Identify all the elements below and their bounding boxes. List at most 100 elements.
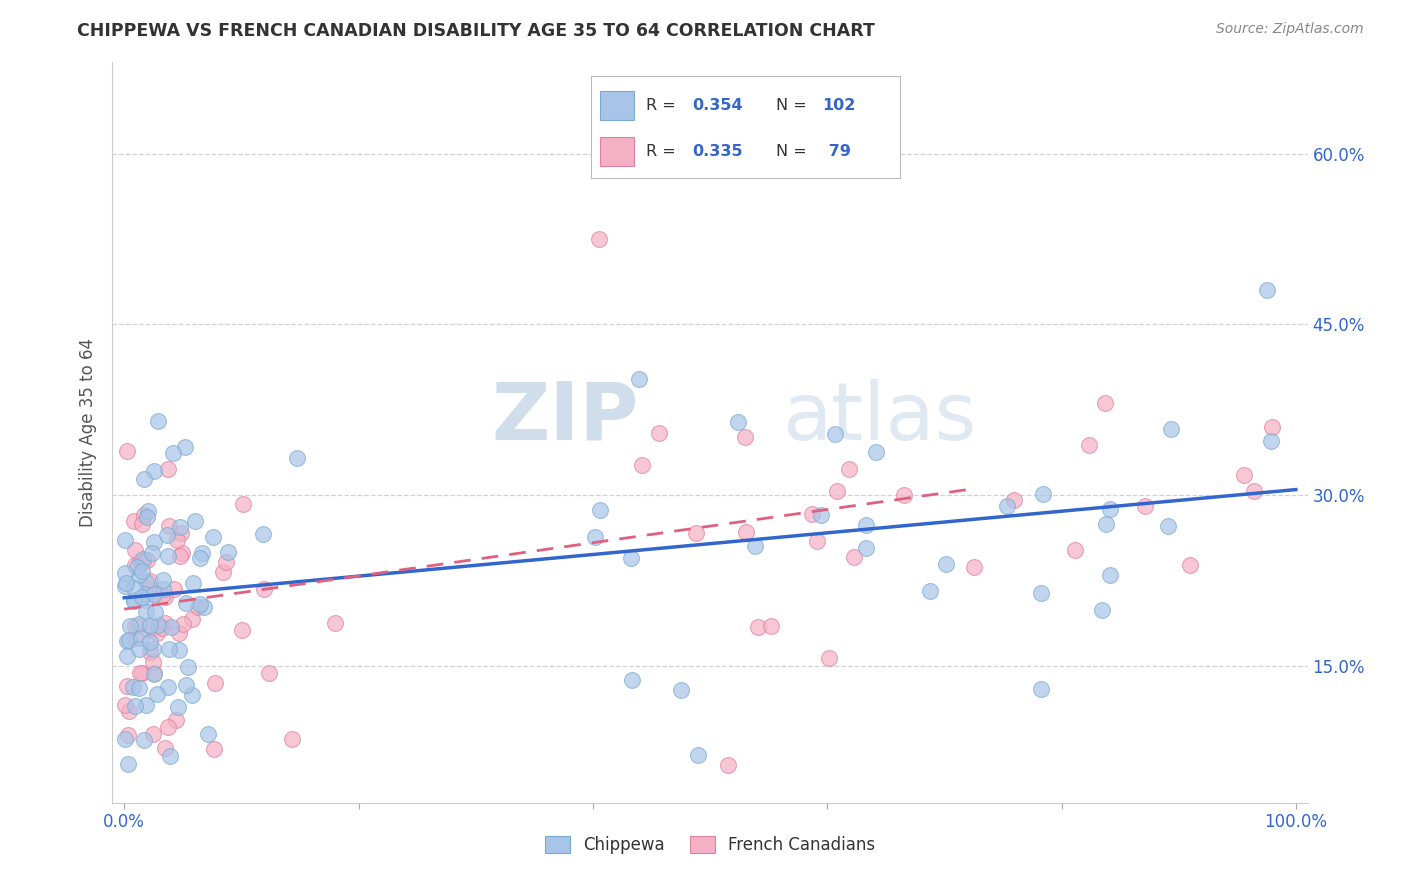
Point [1091,602,1114,616]
Text: R =: R = [647,98,681,113]
Point [134,593,156,607]
Point [217,544,239,558]
Point [118,619,141,633]
Point [146,687,169,701]
Point [142,655,165,669]
Point [181,612,204,626]
Point [172,617,194,632]
Text: ZIP: ZIP [491,379,638,457]
Point [115,634,138,648]
Point [1157,519,1180,533]
Point [1098,568,1121,582]
Point [197,727,219,741]
Point [1031,586,1053,600]
Point [159,748,181,763]
Point [855,517,877,532]
Point [160,620,183,634]
Point [128,567,150,582]
Point [135,698,157,713]
Point [747,620,769,634]
Point [167,625,190,640]
Point [142,667,165,681]
Point [134,472,156,486]
Point [589,502,612,516]
Point [156,549,179,564]
Point [166,533,188,548]
Point [1032,487,1054,501]
Point [252,527,274,541]
Point [115,648,138,663]
Point [253,582,276,596]
Point [734,430,756,444]
Text: Source: ZipAtlas.com: Source: ZipAtlas.com [1216,22,1364,37]
Point [146,617,169,632]
Point [118,633,141,648]
Point [190,597,212,611]
Point [734,525,756,540]
Point [114,533,136,548]
Point [183,514,205,528]
Point [204,675,226,690]
Point [688,748,710,763]
Point [630,458,652,472]
Point [962,560,984,574]
Point [146,626,169,640]
Point [167,700,190,714]
Point [117,728,139,742]
Point [231,497,253,511]
Point [150,589,173,603]
Point [648,425,671,440]
Point [1180,558,1202,572]
Point [163,582,186,596]
Point [323,615,346,630]
Point [124,618,146,632]
Point [810,508,832,523]
Point [1243,483,1265,498]
Text: 0.354: 0.354 [693,98,744,113]
Point [118,704,141,718]
Point [138,582,160,597]
Point [122,681,145,695]
Point [1261,420,1284,434]
Point [169,526,191,541]
Point [842,550,865,565]
Point [202,742,225,756]
Point [135,575,157,590]
Point [139,574,162,588]
Point [181,688,204,702]
Point [150,621,173,635]
Point [995,500,1018,514]
Point [157,462,180,476]
Point [131,552,153,566]
Y-axis label: Disability Age 35 to 64: Disability Age 35 to 64 [79,338,97,527]
Point [174,596,197,610]
Point [176,678,198,692]
Point [717,758,740,772]
Point [800,507,823,521]
Point [124,581,146,595]
Point [117,756,139,771]
Point [124,543,146,558]
Point [114,698,136,712]
Point [115,679,138,693]
Point [169,520,191,534]
Point [153,741,176,756]
Point [122,594,145,608]
Point [806,534,828,549]
Point [620,550,643,565]
Point [135,553,157,567]
Point [187,599,209,614]
Legend: Chippewa, French Canadians: Chippewa, French Canadians [538,830,882,861]
Point [142,534,165,549]
Point [170,546,193,560]
Point [122,514,145,528]
Point [183,575,205,590]
Point [139,618,162,632]
Point [143,666,166,681]
Point [1063,543,1085,558]
Point [155,590,177,604]
Point [146,414,169,428]
Point [1256,283,1278,297]
Point [124,592,146,607]
Point [818,650,841,665]
